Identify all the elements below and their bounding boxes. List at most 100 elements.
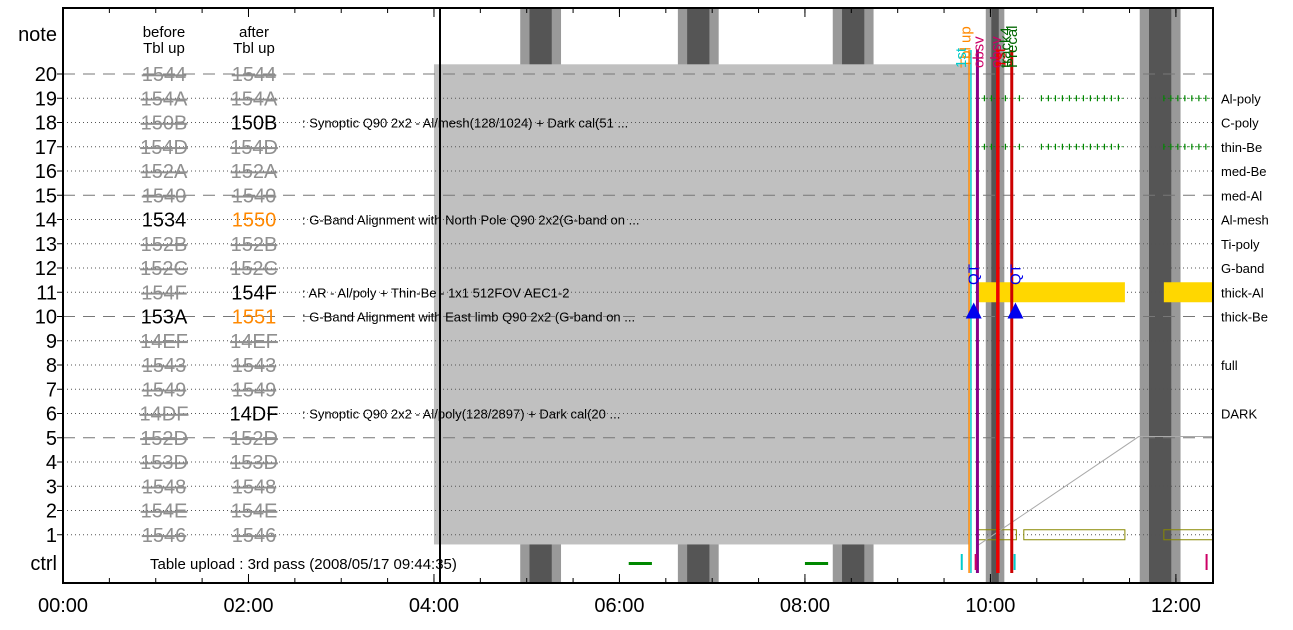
event-label: track4 [997,27,1014,68]
after-column-header: Tbl up [233,40,275,57]
filter-label: med-Al [1221,188,1262,203]
before-program-id: 154A [141,88,188,110]
filter-label: thin-Be [1221,140,1262,155]
observation-bar [977,282,1125,303]
after-program-id: 152A [231,161,278,183]
schedule-gray-block [433,64,970,545]
y-tick-label: 16 [35,161,57,183]
before-program-id: 14EF [140,331,188,353]
after-program-id: 152D [230,428,278,450]
before-program-id: 1549 [142,379,187,401]
after-program-id: 152B [231,234,278,256]
program-description: : AR - Al/poly + Thin-Be - 1x1 512FOV AE… [302,285,569,300]
ctrl-segment [804,562,829,565]
before-program-id: 1540 [142,185,187,207]
before-program-id: 1543 [142,355,187,377]
before-program-id: 150B [141,113,188,135]
before-column-header: Tbl up [143,40,185,57]
after-program-id: 150B [231,113,278,135]
event-label: 1st [953,47,970,68]
x-tick-label: 06:00 [594,595,644,617]
after-program-id: 1546 [232,525,277,547]
after-program-id: 154A [231,88,278,110]
ctrl-marker [974,554,977,570]
filter-label: G-band [1221,261,1264,276]
filter-label: thick-Al [1221,285,1264,300]
y-tick-label: 7 [46,379,57,401]
plot-frame [62,7,1214,584]
before-program-id: 154F [141,282,187,304]
before-program-id: 154E [141,501,188,523]
filter-label: Al-poly [1221,91,1261,106]
x-tick-label: 00:00 [38,595,88,617]
before-program-id: 154D [140,137,188,159]
qt-marker-icon [1007,302,1024,319]
qt-marker-label: QT [1007,264,1024,285]
y-tick-label: 20 [35,64,57,86]
after-program-id: 14EF [230,331,278,353]
y-tick-label: 9 [46,331,57,353]
program-description: : G-Band Alignment with North Pole Q90 2… [302,213,639,228]
after-program-id: 1540 [232,185,277,207]
x-tick-label: 10:00 [965,595,1015,617]
before-program-id: 1548 [142,476,187,498]
before-program-id: 152C [140,258,188,280]
filter-label: thick-Be [1221,310,1268,325]
before-program-id: 1534 [142,210,187,232]
program-description: : Synoptic Q90 2x2 - Al/mesh(128/1024) +… [302,116,628,131]
filter-label: med-Be [1221,164,1267,179]
y-tick-label: 19 [35,88,57,110]
event-label: obsv [988,36,1005,68]
before-program-id: 1546 [142,525,187,547]
filter-label: Ti-poly [1221,237,1260,252]
after-program-id: 1544 [232,64,277,86]
y-tick-label: 17 [35,137,57,159]
filter-label: full [1221,358,1238,373]
before-program-id: 152D [140,428,188,450]
y-tick-label: 8 [46,355,57,377]
after-program-id: 152C [230,258,278,280]
filter-label: C-poly [1221,116,1259,131]
before-column-header: before [143,24,186,41]
y-tick-label: 2 [46,501,57,523]
y-tick-label: 14 [35,210,57,232]
x-tick-label: 04:00 [409,595,459,617]
after-program-id: 154F [231,282,277,304]
after-program-id: 1551 [232,307,277,329]
y-tick-label: 4 [46,452,57,474]
after-program-id: 154D [230,137,278,159]
event-label: obsv [970,36,987,68]
night-band-inner [1149,8,1172,583]
after-program-id: 153D [230,452,278,474]
before-program-id: 152A [141,161,188,183]
event-label: Tbl up [957,26,974,68]
x-tick-label: 08:00 [780,595,830,617]
x-tick-label: 02:00 [223,595,273,617]
after-program-id: 1543 [232,355,277,377]
y-axis-bottom-label: ctrl [30,553,57,575]
y-tick-label: 10 [35,307,57,329]
event-label: 1st [993,47,1010,68]
before-program-id: 1544 [142,64,187,86]
program-description: : G-Band Alignment with East limb Q90 2x… [302,310,635,325]
x-tick-label: 12:00 [1151,595,1201,617]
y-tick-label: 11 [36,282,57,304]
after-program-id: 1550 [232,210,277,232]
y-tick-label: 18 [35,113,57,135]
table-upload-note: Table upload : 3rd pass (2008/05/17 09:4… [150,556,457,573]
after-program-id: 154E [231,501,278,523]
y-tick-label: 5 [46,428,57,450]
after-program-id: 1549 [232,379,277,401]
y-tick-label: 12 [35,258,57,280]
ctrl-segment [628,562,652,565]
observation-bar [1163,282,1213,303]
trend-line [977,436,1213,547]
y-tick-label: 1 [46,525,57,547]
before-program-id: 14DF [140,404,189,426]
before-program-id: 153A [141,307,188,329]
before-program-id: 152B [141,234,188,256]
after-column-header: after [239,24,269,41]
before-program-id: 153D [140,452,188,474]
